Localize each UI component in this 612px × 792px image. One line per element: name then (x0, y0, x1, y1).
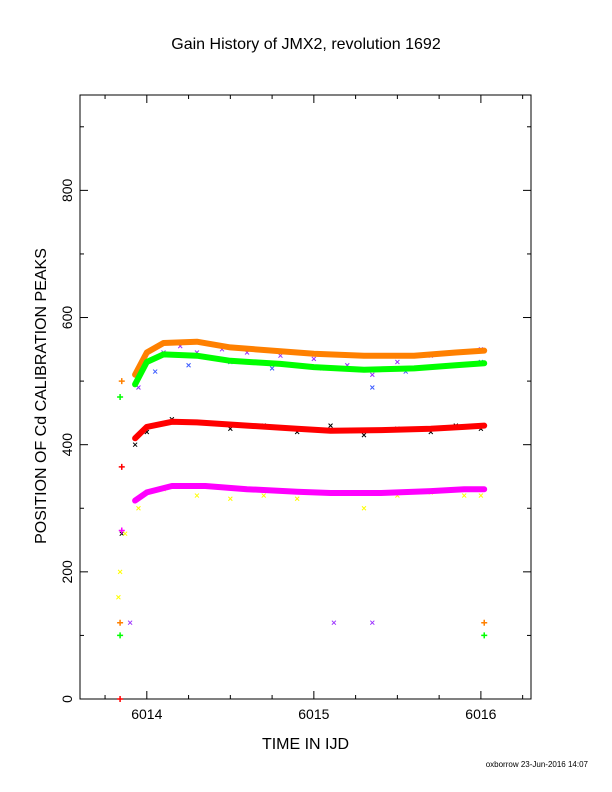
series-4 (132, 338, 488, 378)
x-tick-label: 6016 (465, 706, 496, 722)
data-point (311, 356, 317, 362)
data-point (369, 372, 375, 378)
y-tick-label: 600 (59, 306, 75, 330)
credit-text: oxborrow 23-Jun-2016 14:07 (485, 760, 588, 769)
plus-point (117, 394, 124, 400)
plot-frame (79, 94, 532, 700)
plus-point (481, 619, 488, 626)
data-point (369, 385, 375, 390)
y-tick-label: 200 (59, 560, 75, 584)
y-axis-label: POSITION OF Cd CALIBRATION PEAKS (33, 248, 50, 544)
data-point (294, 496, 300, 502)
data-point (461, 493, 467, 498)
axis-ticks: 6014 6015 6016 0 200 400 600 800 (59, 95, 531, 722)
data-point (331, 620, 337, 626)
plus-point (118, 527, 125, 534)
data-point (328, 423, 333, 428)
data-point (269, 366, 275, 371)
x-tick-label: 6014 (131, 706, 162, 722)
series-6 (132, 418, 488, 442)
fit-curve (132, 418, 488, 442)
fit-curve (132, 483, 488, 504)
plus-point (118, 463, 125, 470)
y-tick-label: 0 (59, 695, 75, 703)
series-9 (117, 394, 488, 639)
fit-curve (132, 351, 488, 388)
plus-point (117, 632, 124, 639)
data-point (361, 505, 367, 511)
series-10 (117, 463, 125, 702)
data-point (122, 531, 128, 537)
series-7 (132, 483, 488, 504)
data-point (194, 493, 200, 498)
plus-point (118, 378, 125, 385)
plus-point (117, 696, 124, 702)
data-point (361, 432, 367, 438)
data-point (369, 620, 375, 626)
data-marks (116, 338, 488, 702)
data-point (278, 353, 283, 359)
x-tick-label: 6015 (298, 706, 329, 722)
series-3 (116, 486, 484, 600)
data-point (478, 493, 484, 498)
data-point (127, 620, 133, 626)
fit-curve (132, 338, 488, 378)
series-11 (118, 527, 125, 534)
y-tick-label: 400 (59, 433, 75, 457)
y-tick-label: 800 (59, 178, 75, 202)
data-point (227, 496, 233, 502)
series-8 (117, 378, 488, 626)
data-point (117, 569, 123, 575)
data-point (132, 442, 138, 448)
plus-point (481, 632, 488, 639)
series-5 (132, 351, 488, 388)
data-point (152, 369, 158, 374)
x-axis-label: TIME IN IJD (261, 736, 350, 753)
series-2 (119, 416, 484, 537)
data-point (261, 493, 267, 498)
data-point (116, 594, 121, 600)
data-point (186, 362, 191, 368)
plus-point (117, 619, 124, 626)
data-point (136, 505, 141, 511)
data-point (395, 359, 400, 365)
chart-title: Gain History of JMX2, revolution 1692 (171, 36, 441, 53)
